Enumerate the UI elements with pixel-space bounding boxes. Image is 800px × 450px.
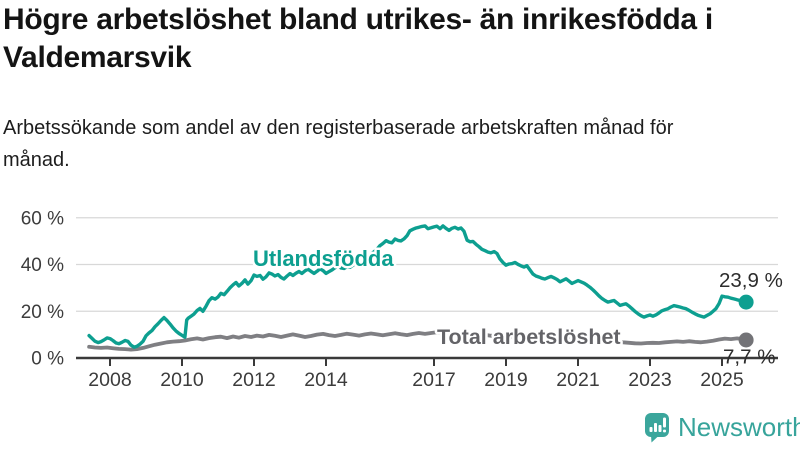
x-tick-label-2019: 2019 (484, 369, 527, 391)
series-end-value-total-arbetsloshet: 7,7 % (723, 346, 775, 369)
x-tick-label-2010: 2010 (160, 369, 204, 391)
newsworthy-bar-chart-icon (645, 413, 669, 443)
x-tick-label-2014: 2014 (304, 369, 348, 391)
series-label-total-arbetsloshet: Total arbetslöshet (437, 325, 621, 349)
series-line-total-arbetsloshet (87, 330, 748, 352)
series-end-dot-utlandsfodda (738, 294, 754, 310)
y-tick-label-0: 0 % (31, 349, 64, 370)
series-end-dot-total-arbetsloshet (738, 332, 754, 348)
unemployment-line-chart: 0 % 20 % 40 % 60 % 2008 2010 2012 2014 2017 2019 2… (21, 208, 783, 391)
y-tick-label-20: 20 % (21, 302, 64, 323)
x-tick-label-2012: 2012 (232, 369, 275, 391)
brand-name: Newsworthy (678, 412, 800, 442)
x-tick-label-2017: 2017 (412, 369, 455, 391)
series-line-utlandsfodda (87, 224, 748, 349)
series-end-value-utlandsfodda: 23,9 % (719, 269, 783, 292)
series-label-utlandsfodda: Utlandsfödda (253, 246, 394, 271)
x-tick-label-2025: 2025 (700, 369, 744, 391)
x-tick-label-2021: 2021 (556, 369, 599, 391)
x-tick-label-2008: 2008 (88, 369, 131, 391)
y-tick-label-40: 40 % (21, 255, 64, 276)
newsworthy-logo[interactable]: Newsworthy (644, 412, 800, 443)
y-tick-label-60: 60 % (21, 208, 64, 229)
x-tick-label-2023: 2023 (628, 369, 671, 391)
chart-subtitle: Arbetssökande som andel av den registerb… (3, 117, 674, 171)
chart-title: Högre arbetslöshet bland utrikes- än inr… (3, 3, 713, 74)
